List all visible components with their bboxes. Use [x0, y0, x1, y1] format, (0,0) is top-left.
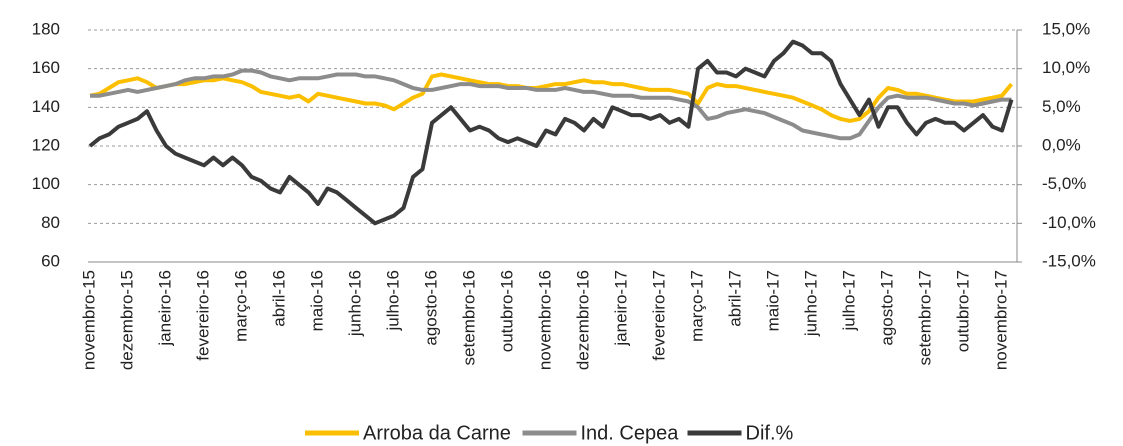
- x-tick-label: junho-16: [345, 270, 364, 337]
- x-tick-label: junho-17: [801, 270, 820, 337]
- series-line: [90, 68, 1012, 141]
- series-line: [89, 72, 1014, 123]
- x-tick-label: setembro-17: [915, 270, 934, 365]
- y2-tick-label: 0,0%: [1042, 135, 1081, 154]
- x-tick-label: novembro-16: [535, 270, 554, 370]
- y-tick-label: 180: [32, 19, 60, 38]
- x-tick-label: março-16: [231, 270, 250, 342]
- x-tick-label: outubro-17: [953, 270, 972, 352]
- y2-tick-label: 5,0%: [1042, 97, 1081, 116]
- y-tick-label: 160: [32, 58, 60, 77]
- x-tick-label: julho-17: [839, 270, 858, 332]
- y2-tick-label: -10,0%: [1042, 213, 1096, 232]
- x-tick-label: julho-16: [383, 270, 402, 332]
- x-tick-label: novembro-17: [991, 270, 1010, 370]
- legend-label: Ind. Cepea: [581, 422, 680, 444]
- y-tick-label: 120: [32, 135, 60, 154]
- y-tick-label: 80: [41, 213, 60, 232]
- y2-tick-label: 10,0%: [1042, 58, 1090, 77]
- x-tick-label: agosto-16: [421, 270, 440, 346]
- x-tick-label: janeiro-17: [611, 270, 630, 347]
- x-tick-label: setembro-16: [459, 270, 478, 365]
- x-tick-label: janeiro-16: [155, 270, 174, 347]
- y-tick-label: 140: [32, 97, 60, 116]
- y2-tick-label: -15,0%: [1042, 251, 1096, 270]
- legend-label: Dif.%: [746, 422, 794, 444]
- y-tick-label: 100: [32, 174, 60, 193]
- x-tick-label: dezembro-16: [573, 270, 592, 370]
- y2-tick-label: 15,0%: [1042, 19, 1090, 38]
- x-tick-label: março-17: [687, 270, 706, 342]
- x-tick-label: outubro-16: [497, 270, 516, 352]
- series-line: [88, 39, 1014, 226]
- y2-tick-label: -5,0%: [1042, 174, 1086, 193]
- legend-label: Arroba da Carne: [363, 422, 511, 444]
- x-tick-label: maio-16: [307, 270, 326, 331]
- y-tick-label: 60: [41, 251, 60, 270]
- x-tick-label: novembro-15: [79, 270, 98, 370]
- x-tick-label: fevereiro-17: [649, 270, 668, 361]
- x-tick-label: abril-17: [725, 270, 744, 327]
- x-tick-label: fevereiro-16: [193, 270, 212, 361]
- legend: Arroba da Carne Ind. Cepea Dif.%: [305, 422, 794, 444]
- x-tick-label: agosto-17: [877, 270, 896, 346]
- x-tick-label: dezembro-15: [117, 270, 136, 370]
- x-tick-label: abril-16: [269, 270, 288, 327]
- x-tick-label: maio-17: [763, 270, 782, 331]
